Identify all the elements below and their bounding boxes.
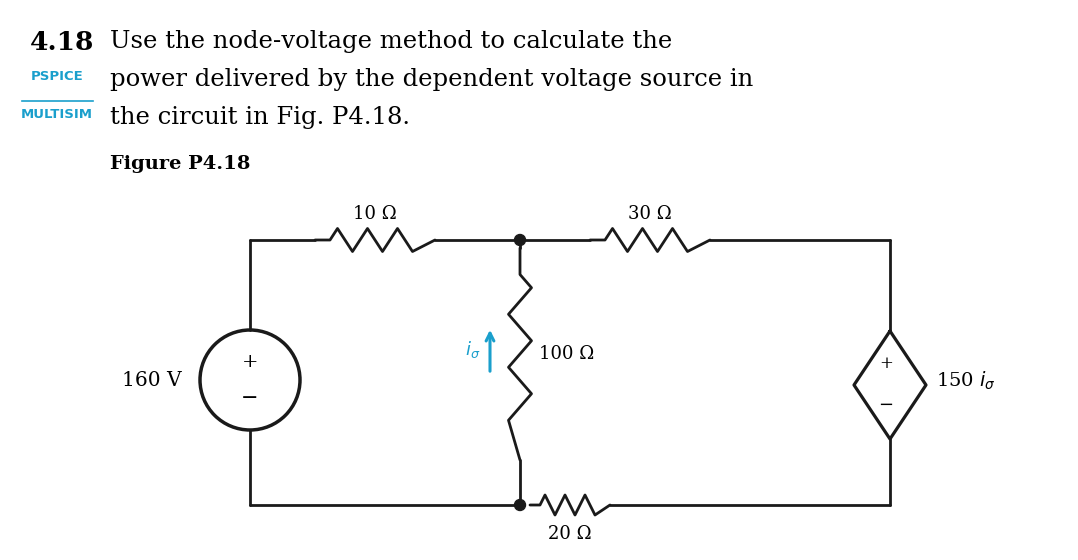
Text: 10 Ω: 10 Ω xyxy=(354,205,397,223)
Text: 160 V: 160 V xyxy=(123,371,182,390)
Text: −: − xyxy=(241,389,259,408)
Text: the circuit in Fig. P4.18.: the circuit in Fig. P4.18. xyxy=(110,106,410,129)
Text: 150 $i_\sigma$: 150 $i_\sigma$ xyxy=(936,370,996,392)
Text: Figure P4.18: Figure P4.18 xyxy=(110,155,250,173)
Circle shape xyxy=(514,500,525,511)
Circle shape xyxy=(514,235,525,245)
Text: 30 Ω: 30 Ω xyxy=(628,205,672,223)
Text: +: + xyxy=(879,356,893,372)
Text: PSPICE: PSPICE xyxy=(30,70,83,83)
Text: −: − xyxy=(879,396,894,414)
Text: 4.18: 4.18 xyxy=(30,30,95,55)
Text: $i_\sigma$: $i_\sigma$ xyxy=(465,338,480,360)
Text: power delivered by the dependent voltage source in: power delivered by the dependent voltage… xyxy=(110,68,754,91)
Text: MULTISIM: MULTISIM xyxy=(20,108,93,121)
Text: Use the node-voltage method to calculate the: Use the node-voltage method to calculate… xyxy=(110,30,673,53)
Text: +: + xyxy=(241,353,259,371)
Text: 20 Ω: 20 Ω xyxy=(549,525,592,543)
Text: 100 Ω: 100 Ω xyxy=(539,345,594,363)
